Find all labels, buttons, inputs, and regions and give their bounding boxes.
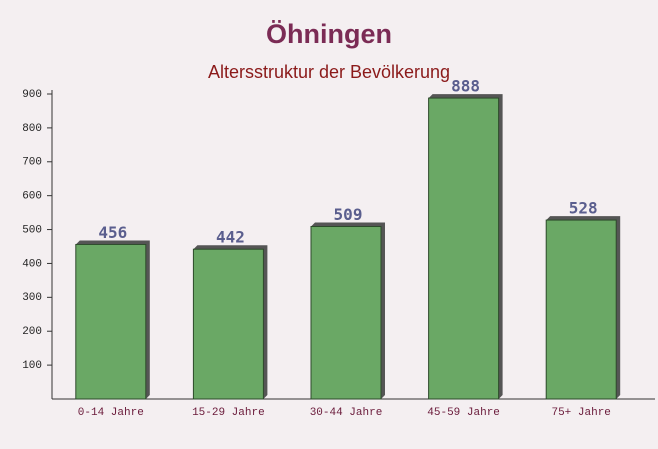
x-tick-label: 30-44 Jahre <box>310 407 383 419</box>
y-tick-label: 900 <box>22 89 42 101</box>
y-tick-label: 400 <box>22 258 42 270</box>
y-tick-label: 800 <box>22 123 42 135</box>
bar <box>75 243 147 400</box>
chart-title: Öhningen <box>266 19 392 49</box>
value-label: 456 <box>98 223 127 242</box>
bar <box>310 226 382 400</box>
y-tick-label: 200 <box>22 326 42 338</box>
y-tick-label: 100 <box>22 360 42 372</box>
bar <box>192 248 264 400</box>
y-tick-label: 300 <box>22 292 42 304</box>
x-tick-label: 0-14 Jahre <box>78 407 144 419</box>
x-tick-label: 45-59 Jahre <box>427 407 500 419</box>
x-tick-label: 15-29 Jahre <box>192 407 265 419</box>
chart-subtitle: Altersstruktur der Bevölkerung <box>208 62 450 82</box>
x-tick-label: 75+ Jahre <box>551 407 610 419</box>
value-label: 509 <box>334 205 363 224</box>
y-tick-label: 500 <box>22 224 42 236</box>
value-label: 888 <box>451 77 480 96</box>
value-label: 442 <box>216 228 245 247</box>
bar <box>545 219 617 400</box>
bar <box>428 97 500 400</box>
value-label: 528 <box>569 199 598 218</box>
y-tick-label: 700 <box>22 157 42 169</box>
y-tick-label: 600 <box>22 191 42 203</box>
